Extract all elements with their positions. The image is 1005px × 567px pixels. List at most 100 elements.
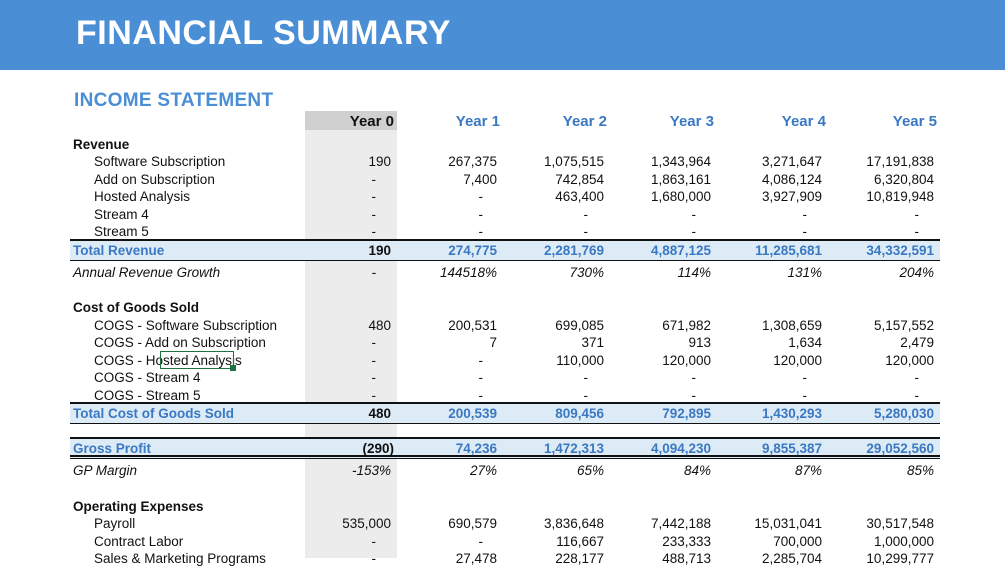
cell[interactable]: 2,281,769: [543, 243, 604, 258]
cell[interactable]: -: [691, 388, 697, 403]
cell[interactable]: 34,332,591: [866, 243, 934, 258]
revenue-header[interactable]: Revenue: [73, 137, 130, 152]
cell[interactable]: 120,000: [662, 353, 711, 368]
cell[interactable]: -: [371, 189, 377, 204]
cell[interactable]: -: [691, 207, 697, 222]
cell[interactable]: 5,157,552: [873, 318, 934, 333]
cell[interactable]: -: [478, 370, 484, 385]
cell[interactable]: 274,775: [448, 243, 497, 258]
cell[interactable]: -: [478, 207, 484, 222]
cell[interactable]: 913: [688, 335, 711, 350]
cell[interactable]: 1,430,293: [761, 406, 822, 421]
cell[interactable]: 120,000: [885, 353, 934, 368]
row-label[interactable]: GP Margin: [73, 463, 138, 478]
cell[interactable]: -: [802, 207, 808, 222]
cell[interactable]: -: [371, 534, 377, 549]
cell[interactable]: 1,680,000: [650, 189, 711, 204]
cell[interactable]: -: [478, 534, 484, 549]
cell[interactable]: -: [371, 335, 377, 350]
cell[interactable]: -: [914, 388, 920, 403]
cell[interactable]: -: [371, 388, 377, 403]
cell[interactable]: 699,085: [555, 318, 604, 333]
row-label[interactable]: Annual Revenue Growth: [73, 265, 221, 280]
cell[interactable]: 1,472,313: [543, 441, 604, 456]
cell[interactable]: 4,094,230: [650, 441, 711, 456]
cell[interactable]: 116,667: [556, 534, 604, 549]
cell[interactable]: 1,343,964: [650, 154, 711, 169]
cell[interactable]: (290): [362, 441, 394, 456]
row-label[interactable]: Gross Profit: [73, 441, 152, 456]
cell[interactable]: -: [478, 224, 484, 239]
cell[interactable]: -: [371, 353, 377, 368]
cell[interactable]: 27%: [469, 463, 497, 478]
row-label[interactable]: Add on Subscription: [94, 172, 215, 187]
cell[interactable]: -: [583, 388, 589, 403]
fill-handle[interactable]: [230, 365, 236, 371]
year-header-5[interactable]: Year 5: [892, 113, 937, 130]
row-label[interactable]: Stream 5: [94, 224, 149, 239]
cell[interactable]: 1,308,659: [761, 318, 822, 333]
cell[interactable]: 1,863,161: [650, 172, 711, 187]
row-label[interactable]: Software Subscription: [94, 154, 226, 169]
cell[interactable]: 5,280,030: [873, 406, 934, 421]
cell[interactable]: 742,854: [555, 172, 604, 187]
cell[interactable]: -: [914, 207, 920, 222]
cell[interactable]: 204%: [899, 265, 934, 280]
cell[interactable]: 65%: [576, 463, 604, 478]
cell[interactable]: 2,285,704: [761, 551, 822, 566]
cell[interactable]: 200,539: [448, 406, 497, 421]
cell[interactable]: 2,479: [900, 335, 934, 350]
cell[interactable]: 10,299,777: [866, 551, 934, 566]
cell[interactable]: 7: [489, 335, 497, 350]
cell[interactable]: -: [583, 224, 589, 239]
cell[interactable]: -: [583, 207, 589, 222]
cell[interactable]: 700,000: [773, 534, 822, 549]
cell[interactable]: -: [478, 388, 484, 403]
row-label[interactable]: Total Revenue: [73, 243, 165, 258]
cell[interactable]: 3,271,647: [761, 154, 822, 169]
cell[interactable]: 1,000,000: [873, 534, 934, 549]
cell[interactable]: 4,086,124: [761, 172, 822, 187]
cell[interactable]: 535,000: [342, 516, 391, 531]
year-header-4[interactable]: Year 4: [781, 113, 826, 130]
cell[interactable]: 7,442,188: [650, 516, 711, 531]
cell[interactable]: -: [691, 370, 697, 385]
cell[interactable]: -: [371, 207, 377, 222]
cell[interactable]: -: [371, 370, 377, 385]
cell[interactable]: -: [802, 388, 808, 403]
cell[interactable]: -: [371, 265, 377, 280]
cell[interactable]: 27,478: [455, 551, 497, 566]
row-label[interactable]: COGS - Software Subscription: [94, 318, 278, 333]
cell[interactable]: 17,191,838: [866, 154, 934, 169]
cell[interactable]: -: [802, 370, 808, 385]
cell[interactable]: 4,887,125: [650, 243, 711, 258]
cell[interactable]: 110,000: [556, 353, 604, 368]
cell[interactable]: 480: [368, 318, 391, 333]
cell[interactable]: 74,236: [455, 441, 497, 456]
cell[interactable]: 228,177: [555, 551, 604, 566]
cell[interactable]: 9,855,387: [761, 441, 822, 456]
year-header-2[interactable]: Year 2: [562, 113, 607, 130]
cell[interactable]: 480: [368, 406, 391, 421]
year-header-0[interactable]: Year 0: [349, 113, 394, 130]
cell[interactable]: -: [583, 370, 589, 385]
cell[interactable]: -: [802, 224, 808, 239]
cell[interactable]: 371: [581, 335, 604, 350]
cell[interactable]: -153%: [351, 463, 391, 478]
selected-cell-outline[interactable]: [160, 351, 234, 369]
cell[interactable]: 267,375: [448, 154, 497, 169]
cell[interactable]: 190: [368, 243, 391, 258]
cell[interactable]: -: [371, 224, 377, 239]
row-label[interactable]: Sales & Marketing Programs: [94, 551, 266, 566]
cell[interactable]: 730%: [569, 265, 604, 280]
cell[interactable]: 144518%: [439, 265, 497, 280]
cell[interactable]: 11,285,681: [755, 243, 822, 258]
cell[interactable]: 463,400: [555, 189, 604, 204]
row-label[interactable]: COGS - Hosted Analysis: [94, 353, 242, 368]
row-label[interactable]: COGS - Stream 5: [94, 388, 201, 403]
row-label[interactable]: Total Cost of Goods Sold: [73, 406, 234, 421]
cell[interactable]: 131%: [787, 265, 822, 280]
row-label[interactable]: COGS - Stream 4: [94, 370, 201, 385]
cell[interactable]: 488,713: [662, 551, 711, 566]
cell[interactable]: 809,456: [555, 406, 604, 421]
